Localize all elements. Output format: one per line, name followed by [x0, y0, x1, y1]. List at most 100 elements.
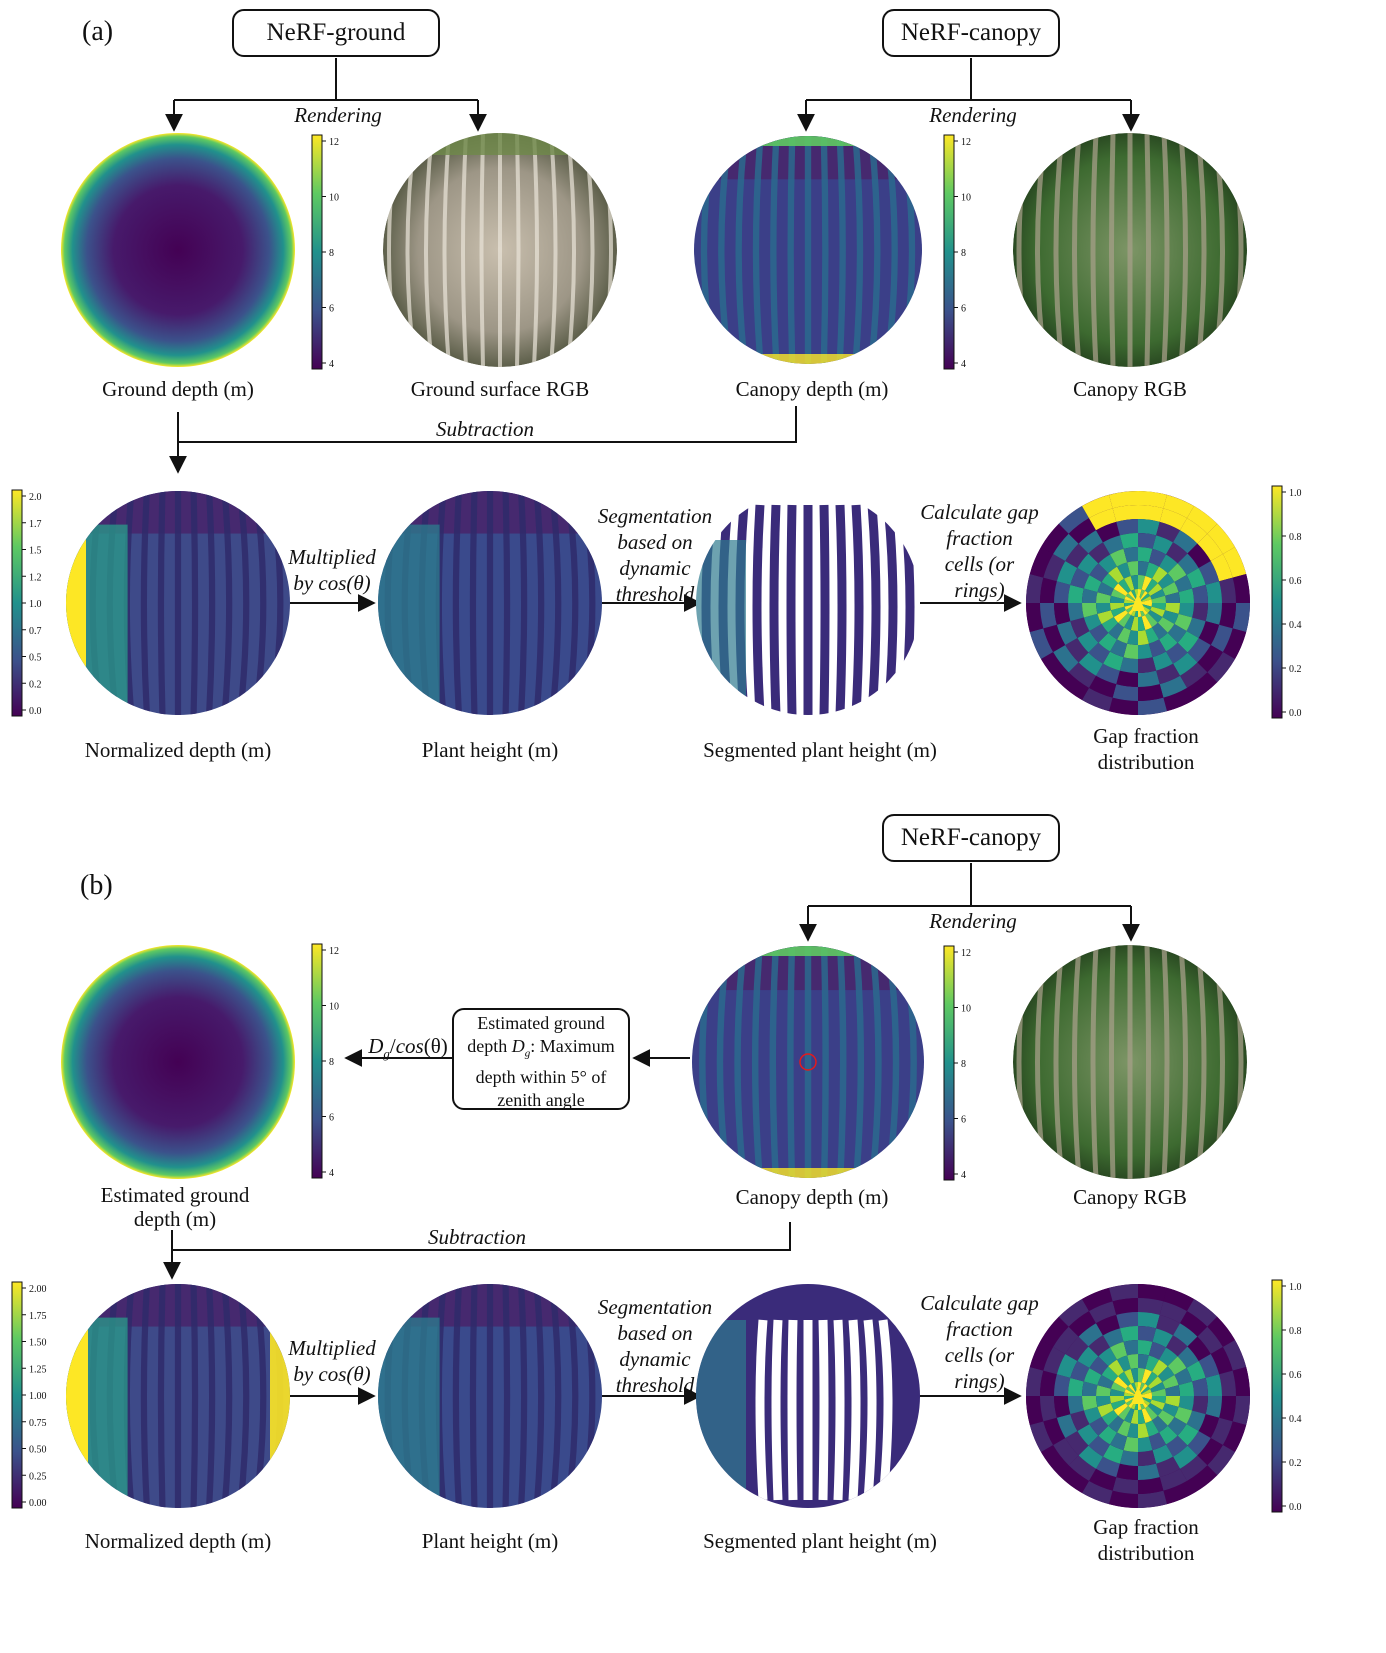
- canopy-depth-image-a-row: [752, 136, 764, 364]
- normalized-depth-image-a-row: [157, 491, 166, 715]
- gap-fraction-image-b-cell: [1138, 1477, 1164, 1494]
- gap-fraction-image-a-cell: [1180, 518, 1208, 544]
- colorbar-canopy-depth-a-tick-label: 8: [961, 248, 966, 259]
- gap-fraction-image-a-cell: [1138, 670, 1160, 687]
- gap-fraction-image-a-cell: [1117, 627, 1131, 644]
- gap-fraction-image-b-cell: [1141, 1408, 1152, 1424]
- gap-fraction-image-b-cell: [1148, 1432, 1166, 1451]
- gap-fraction-image-a-cell: [1040, 577, 1057, 603]
- canopy-depth-b-bottom: [692, 1168, 924, 1178]
- gap-fraction-image-b-cell: [1096, 1314, 1120, 1336]
- gap-fraction-image-a-cell: [1145, 562, 1159, 579]
- normalized-depth-image-b-row: [206, 1284, 216, 1508]
- colorbar-gap-a-tick-label: 0.2: [1289, 664, 1302, 675]
- colorbar-normalized-b-tick-label: 1.50: [29, 1338, 47, 1349]
- gap-fraction-image-a-cell: [1070, 617, 1090, 638]
- gap-fraction-image-b-cell: [1207, 1445, 1235, 1476]
- gap-fraction-image-b-cell: [1116, 1463, 1138, 1480]
- rendering-label-a1: Rendering: [294, 103, 382, 127]
- gap-fraction-image-a-cell: [1068, 518, 1096, 544]
- gap-fraction-image-a-cell: [1138, 684, 1164, 701]
- gap-fraction-image-b-cell: [1165, 1385, 1180, 1396]
- gap-fraction-image-b-cell: [1159, 1425, 1178, 1445]
- gap-fraction-image-a-cell: [1026, 603, 1044, 632]
- canopy-depth-image-a: [694, 136, 922, 364]
- colorbar-canopy-depth-b: 12 10 8 6 4: [943, 945, 971, 1181]
- gap-fraction-image-b-cell: [1089, 1356, 1109, 1375]
- gap-fraction-image-b-cell: [1138, 1284, 1167, 1302]
- gap-fraction-image-b-cell: [1124, 1368, 1135, 1384]
- gap-fraction-image-a-cell: [1145, 627, 1159, 644]
- zenith-marker-circle: [799, 1053, 817, 1071]
- colorbar-est-ground-b-tick-label: 8: [329, 1057, 334, 1068]
- gap-fraction-image-a-cell: [1159, 675, 1187, 698]
- gap-fraction-image-b-cell: [1174, 1406, 1193, 1424]
- gap-fraction-image-a-cell: [1156, 521, 1180, 543]
- canopy-rgb-caption-b: Canopy RGB: [1073, 1185, 1187, 1209]
- gap-fraction-image-b-cell: [1068, 1455, 1096, 1481]
- colorbar-normalized-b-tick-label: 0.75: [29, 1418, 47, 1429]
- normalized-depth-image-b-row: [237, 1284, 250, 1508]
- gap-fraction-image-b-cell: [1119, 1326, 1138, 1342]
- gap-fraction-image-b-cell: [1068, 1311, 1096, 1337]
- gap-fraction-image-b-cell: [1043, 1347, 1066, 1375]
- gap-fraction-image-a-cell: [1159, 632, 1178, 652]
- gap-fraction-image-a-cell: [1222, 547, 1247, 578]
- gap-fraction-image-b-cell: [1165, 1396, 1180, 1407]
- canopy-rgb-b-row: [1090, 945, 1099, 1179]
- gap-fraction-image-b-cell: [1065, 1336, 1089, 1361]
- colorbar-normalized-a-tick-label: 1.0: [29, 599, 42, 610]
- gap-fraction-image-a-cell: [1173, 530, 1198, 554]
- canopy-rgb-image-a: [1013, 133, 1247, 367]
- gap-fraction-image-b-cell: [1109, 1490, 1138, 1508]
- gap-fraction-image-b-cell: [1118, 1405, 1131, 1421]
- gap-fraction-image-a-cell: [1078, 530, 1103, 554]
- gap-fraction-image-b-cell: [1138, 1312, 1160, 1329]
- gap-fraction-image-a-cell: [1089, 563, 1109, 582]
- ground-rgb-row: [479, 133, 485, 367]
- gap-fraction-image-a-cell: [1110, 589, 1126, 600]
- ground-rgb-row: [461, 133, 468, 367]
- gap-fraction-image-b-cell: [1078, 1323, 1103, 1347]
- normalized-depth-image-b-row: [190, 1284, 199, 1508]
- gap-fraction-image-b-cell: [1157, 1366, 1175, 1382]
- gap-fraction-image-a-cell: [1152, 535, 1173, 555]
- gap-fraction-image-a-cell: [1205, 603, 1222, 625]
- segmentation-label-b4: threshold: [615, 1373, 695, 1397]
- gap-fraction-image-b-cell: [1159, 1468, 1187, 1491]
- colorbar-gap-b-tick-label: 0.6: [1289, 1370, 1302, 1381]
- gap-fraction-image-a-cell: [1040, 603, 1057, 629]
- gap-fraction-image-b-cell: [1145, 1371, 1158, 1387]
- gap-fraction-image-b-cell: [1145, 1355, 1159, 1372]
- gap-fraction-image-a-cell: [1112, 505, 1138, 522]
- gap-fraction-image-a-cell: [1163, 494, 1194, 519]
- colorbar-normalized-a-tick-label: 0.7: [29, 626, 42, 637]
- gap-fraction-image-a-cell: [1068, 662, 1096, 688]
- calc-label-b4: rings): [954, 1369, 1005, 1393]
- gap-fraction-image-a-cell: [1108, 622, 1124, 640]
- canopy-rgb-caption-a: Canopy RGB: [1073, 377, 1187, 401]
- plant-height-image-a-row: [452, 491, 462, 715]
- colorbar-canopy-depth-a-bar: [943, 134, 955, 370]
- colorbar-est-ground-b-bar: [311, 943, 323, 1179]
- gap-fraction-image-b-cell: [1127, 1354, 1138, 1369]
- gap-caption-b1: Gap fraction: [1093, 1515, 1199, 1539]
- colorbar-gap-b-tick-label: 0.2: [1289, 1458, 1302, 1469]
- gap-fraction-image-b-cell: [1138, 1386, 1151, 1396]
- ground-depth-caption: Ground depth (m): [102, 377, 254, 401]
- gap-fraction-image-a-cell: [1138, 643, 1153, 659]
- gap-fraction-image-a-cell: [1210, 554, 1233, 582]
- gap-fraction-image-a-cell: [1186, 568, 1206, 589]
- gap-fraction-image-a-cell: [1119, 657, 1138, 673]
- gap-fraction-image-b-cell: [1096, 1456, 1120, 1478]
- gap-fraction-image-b-cell: [1103, 1444, 1124, 1464]
- est-box-line4: zenith angle: [497, 1089, 585, 1110]
- gap-fraction-image-a-cell: [1053, 533, 1079, 561]
- gap-fraction-image-a-cell: [1127, 561, 1138, 576]
- canopy-rgb-a-row: [1161, 133, 1170, 367]
- gap-fraction-image-a-cell: [1157, 573, 1175, 589]
- gap-fraction-image-b-cell: [1098, 1347, 1117, 1367]
- gap-fraction-image-a-cell: [1219, 603, 1236, 629]
- gap-fraction-image-a-cell: [1058, 506, 1089, 534]
- gap-fraction-image-a-cell: [1054, 581, 1071, 603]
